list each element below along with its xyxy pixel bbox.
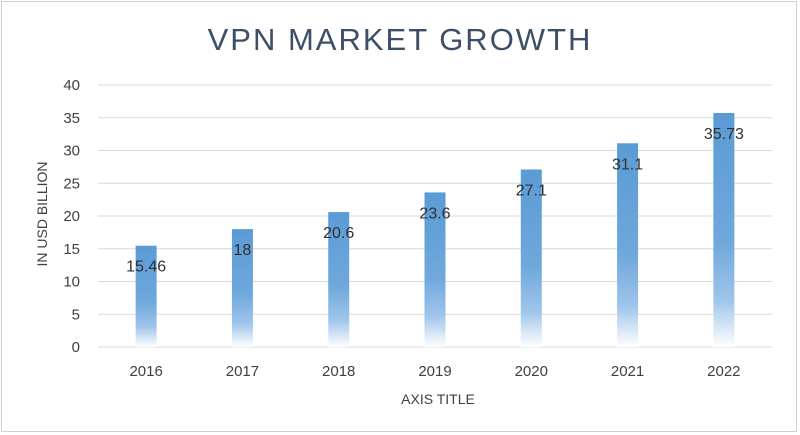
y-tick-label: 20 <box>63 208 80 225</box>
data-labels: 15.46 18 20.6 23.6 27.1 31.1 35.73 <box>126 126 744 276</box>
bars <box>135 112 735 347</box>
bar-2022 <box>713 112 735 347</box>
bar-2021 <box>617 143 639 347</box>
data-label-2019: 23.6 <box>419 205 450 222</box>
x-tick-label: 2019 <box>418 363 451 380</box>
y-tick-labels: 0 5 10 15 20 25 30 35 40 <box>63 77 80 356</box>
data-label-2022: 35.73 <box>704 126 744 143</box>
y-tick-label: 10 <box>63 274 80 291</box>
data-label-2020: 27.1 <box>516 182 547 199</box>
x-tick-labels: 2016 2017 2018 2019 2020 2021 2022 <box>129 363 740 380</box>
x-tick-label: 2017 <box>226 363 259 380</box>
y-tick-label: 15 <box>63 241 80 258</box>
x-tick-label: 2016 <box>129 363 162 380</box>
data-label-2017: 18 <box>234 242 252 259</box>
y-tick-label: 35 <box>63 110 80 127</box>
chart-title: VPN MARKET GROWTH <box>208 22 593 57</box>
data-label-2021: 31.1 <box>612 156 643 173</box>
bar-2020 <box>520 169 542 347</box>
y-tick-label: 40 <box>63 77 80 94</box>
y-tick-label: 0 <box>72 339 80 356</box>
y-axis-title: IN USD BILLION <box>34 161 50 266</box>
y-tick-label: 25 <box>63 175 80 192</box>
gridlines <box>98 84 772 348</box>
x-tick-label: 2021 <box>611 363 644 380</box>
x-tick-label: 2020 <box>515 363 548 380</box>
x-tick-label: 2022 <box>707 363 740 380</box>
x-tick-label: 2018 <box>322 363 355 380</box>
y-tick-label: 30 <box>63 143 80 160</box>
y-tick-label: 5 <box>72 306 80 323</box>
bar-2018 <box>328 212 350 347</box>
bar-2017 <box>231 229 253 347</box>
data-label-2016: 15.46 <box>126 259 166 276</box>
bar-2019 <box>424 192 446 347</box>
data-label-2018: 20.6 <box>323 225 354 242</box>
x-axis-title: AXIS TITLE <box>401 391 475 407</box>
bar-2016 <box>135 245 157 347</box>
